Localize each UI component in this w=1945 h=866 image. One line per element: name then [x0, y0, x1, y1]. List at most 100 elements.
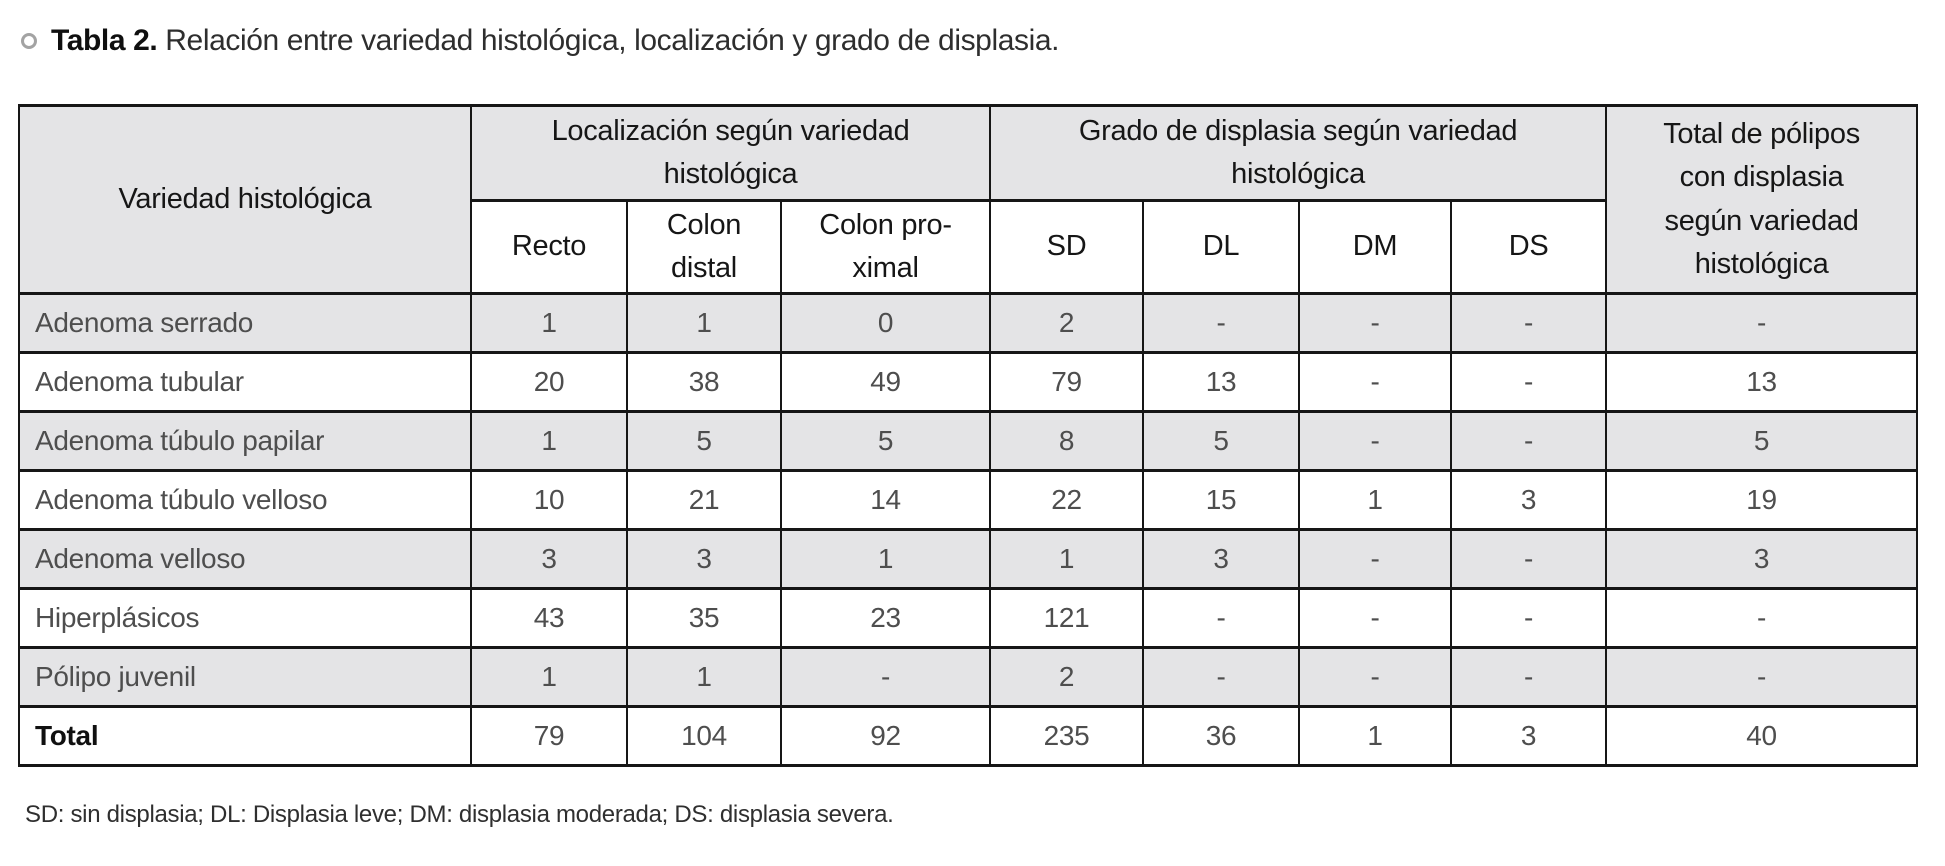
cell-value: 3: [470, 528, 628, 590]
cell-value: 13: [1142, 351, 1301, 413]
header-recto: Recto: [470, 199, 628, 295]
cell-value: 21: [626, 469, 782, 531]
table-row: Pólipo juvenil 1 1-2- - - -: [18, 646, 1919, 708]
table-row: Adenoma túbulo velloso 10 21 14 22 15 1 3 19: [18, 469, 1919, 531]
caption-label: Tabla 2.: [51, 24, 158, 57]
caption-text: Tabla 2. Relación entre variedad histológ…: [51, 24, 1060, 58]
cell-value: 104: [626, 705, 782, 767]
header-colon-proximal: Colon pro- ximal: [779, 199, 992, 295]
cell-value: 35: [626, 587, 782, 649]
cell-value: 13: [1605, 351, 1919, 413]
table-row: Adenoma serrado 1 1 0 2- - - -: [18, 292, 1919, 354]
table-row: Adenoma tubular 20 38 49 79 13- -13: [18, 351, 1919, 413]
header-sub-row: Recto Colon distal Colon pro- ximal SD D…: [19, 199, 1917, 295]
cell-value: -: [1450, 292, 1608, 354]
cell-value: 3: [1450, 469, 1608, 531]
cell-value: -: [779, 646, 992, 708]
cell-value: -: [1450, 351, 1608, 413]
cell-value: 1: [470, 292, 628, 354]
header-colon-distal: Colon distal: [626, 199, 782, 295]
row-label: Adenoma tubular: [18, 351, 472, 413]
cell-value: -: [1298, 410, 1453, 472]
caption-description: Relación entre variedad histológica, loc…: [165, 24, 1060, 57]
cell-value: -: [1450, 410, 1608, 472]
cell-value: 1: [470, 410, 628, 472]
row-label: Adenoma túbulo velloso: [18, 469, 472, 531]
header-variedad: Variedad histológica: [18, 104, 472, 295]
row-label: Adenoma serrado: [18, 292, 472, 354]
header-grado-group: Grado de displasia según variedad histol…: [989, 104, 1608, 202]
cell-value: 1: [626, 292, 782, 354]
cell-value: -: [1605, 646, 1919, 708]
cell-value: -: [1298, 351, 1453, 413]
cell-value: 92: [779, 705, 992, 767]
cell-value: 5: [1142, 410, 1301, 472]
header-localizacion-group: Localización según variedad histológica: [469, 104, 992, 202]
table-row: Hiperplásicos 43 35 23 121- - - -: [18, 587, 1919, 649]
table-header: Variedad histológica Localización según …: [18, 104, 1919, 295]
table-row: Adenoma velloso 3 3 1 1 3- -3: [18, 528, 1919, 590]
cell-value: 19: [1605, 469, 1919, 531]
cell-value: 79: [470, 705, 628, 767]
row-label: Total: [18, 705, 472, 767]
header-ds: DS: [1450, 199, 1608, 295]
circle-bullet-icon: [21, 33, 37, 49]
cell-value: 43: [470, 587, 628, 649]
cell-value: 2: [989, 292, 1145, 354]
cell-value: -: [1298, 292, 1453, 354]
cell-value: 5: [1605, 410, 1919, 472]
header-dm: DM: [1298, 199, 1453, 295]
cell-value: -: [1605, 292, 1919, 354]
cell-value: 5: [626, 410, 782, 472]
header-group-row: Variedad histológica Localización según …: [18, 104, 1919, 295]
cell-value: 2: [989, 646, 1145, 708]
cell-value: 1: [1298, 705, 1453, 767]
cell-value: 1: [989, 528, 1145, 590]
table-row: Total 79 104 92 235 36 1 3 40: [18, 705, 1919, 767]
cell-value: -: [1450, 587, 1608, 649]
row-label: Adenoma velloso: [18, 528, 472, 590]
cell-value: -: [1450, 646, 1608, 708]
cell-value: 0: [779, 292, 992, 354]
cell-value: 79: [989, 351, 1145, 413]
cell-value: 1: [470, 646, 628, 708]
cell-value: 1: [779, 528, 992, 590]
header-dl: DL: [1142, 199, 1301, 295]
header-total-polipos: Total de pólipos con displasia según var…: [1605, 104, 1919, 295]
cell-value: 8: [989, 410, 1145, 472]
cell-value: 3: [1450, 705, 1608, 767]
cell-value: 20: [470, 351, 628, 413]
cell-value: 121: [989, 587, 1145, 649]
cell-value: 1: [626, 646, 782, 708]
cell-value: 40: [1605, 705, 1919, 767]
cell-value: 15: [1142, 469, 1301, 531]
cell-value: 23: [779, 587, 992, 649]
cell-value: -: [1298, 587, 1453, 649]
table-row: Adenoma túbulo papilar 1 5 5 8 5- -5: [18, 410, 1919, 472]
table-caption: Tabla 2. Relación entre variedad histológ…: [21, 24, 1060, 58]
cell-value: 14: [779, 469, 992, 531]
cell-value: 3: [1605, 528, 1919, 590]
cell-value: 3: [626, 528, 782, 590]
table-footnote: SD: sin displasia; DL: Displasia leve; D…: [25, 801, 894, 828]
cell-value: 10: [470, 469, 628, 531]
cell-value: -: [1450, 528, 1608, 590]
cell-value: 235: [989, 705, 1145, 767]
cell-value: 36: [1142, 705, 1301, 767]
cell-value: -: [1142, 646, 1301, 708]
cell-value: -: [1142, 292, 1301, 354]
row-label: Hiperplásicos: [18, 587, 472, 649]
cell-value: 38: [626, 351, 782, 413]
cell-value: 49: [779, 351, 992, 413]
cell-value: 1: [1298, 469, 1453, 531]
table-body: Adenoma serrado 1 1 0 2- - - - Adenoma tubular 20…: [18, 292, 1919, 767]
cell-value: 22: [989, 469, 1145, 531]
cell-value: 3: [1142, 528, 1301, 590]
cell-value: -: [1605, 587, 1919, 649]
cell-value: 5: [779, 410, 992, 472]
cell-value: -: [1142, 587, 1301, 649]
row-label: Pólipo juvenil: [18, 646, 472, 708]
cell-value: -: [1298, 646, 1453, 708]
cell-value: -: [1298, 528, 1453, 590]
